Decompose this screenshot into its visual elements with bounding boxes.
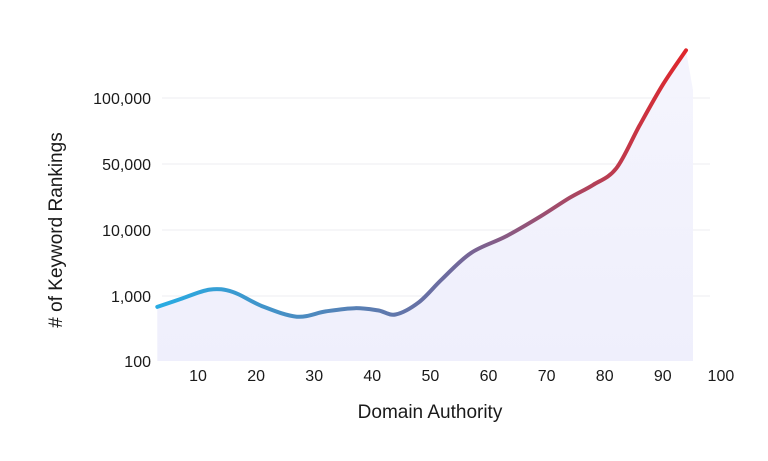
x-tick-label: 70 [538,368,556,385]
x-tick-label: 30 [305,368,323,385]
y-tick-label: 100 [124,354,151,371]
y-tick-label: 1,000 [111,289,151,306]
y-axis-ticks: 100 1,000 10,000 50,000 100,000 [93,91,151,371]
x-axis-title: Domain Authority [358,402,503,423]
x-tick-label: 40 [363,368,381,385]
x-axis-ticks: 10 20 30 40 50 60 70 80 90 100 [189,368,734,385]
y-tick-label: 50,000 [102,157,151,174]
y-tick-label: 100,000 [93,91,151,108]
y-tick-label: 10,000 [102,223,151,240]
x-tick-label: 10 [189,368,207,385]
x-tick-label: 100 [708,368,735,385]
x-tick-label: 50 [422,368,440,385]
x-tick-label: 80 [596,368,614,385]
x-tick-label: 60 [480,368,498,385]
x-tick-label: 90 [654,368,672,385]
series-area [157,50,694,362]
y-axis-title: # of Keyword Rankings [46,132,67,327]
series-line [155,48,688,319]
x-tick-label: 20 [247,368,265,385]
